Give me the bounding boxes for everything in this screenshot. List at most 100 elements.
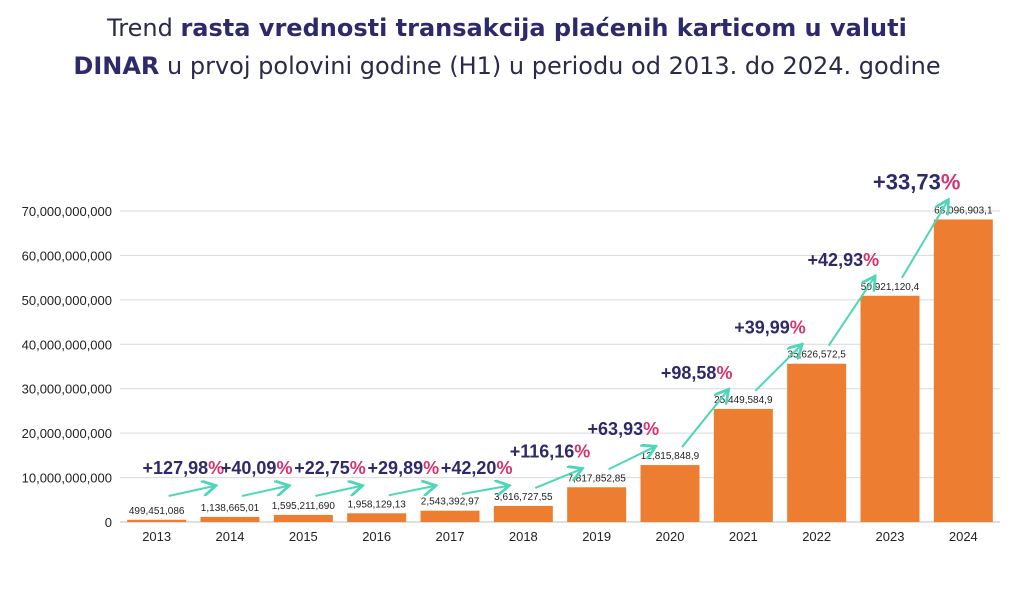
bar (347, 513, 407, 522)
growth-percent-sign: % (423, 458, 439, 478)
growth-number: +22,75 (294, 458, 350, 478)
growth-number: +127,98 (143, 458, 209, 478)
growth-label: +116,16% (510, 441, 591, 461)
x-tick-label: 2016 (362, 529, 391, 544)
x-tick-label: 2019 (582, 529, 611, 544)
bar (860, 295, 920, 522)
x-axis: 2013 2014 2015 2016 2017 2018 2019 2020 2021 2022… (142, 529, 978, 544)
x-tick-label: 2017 (436, 529, 465, 544)
data-label: 12,815,848,9 (641, 451, 700, 462)
data-label: 2,543,392,97 (421, 497, 480, 508)
growth-percent-sign: % (208, 458, 224, 478)
bar (127, 519, 187, 522)
y-tick-label: 30,000,000,000 (22, 382, 112, 397)
growth-arrow (534, 469, 580, 489)
y-tick-label: 0 (105, 515, 112, 530)
growth-number: +98,58 (661, 363, 717, 383)
y-tick-label: 10,000,000,000 (22, 471, 112, 486)
growth-arrow (827, 278, 874, 347)
bar (933, 219, 993, 522)
bar (567, 487, 627, 522)
growth-label: +42,93% (808, 250, 880, 270)
growth-percent-sign: % (574, 441, 590, 461)
growth-number: +40,09 (221, 458, 277, 478)
growth-number: +116,16 (510, 441, 575, 461)
growth-number: +29,89 (368, 458, 424, 478)
growth-percent-sign: % (496, 458, 512, 478)
growth-percent-sign: % (790, 318, 806, 338)
growth-label: +39,99% (734, 318, 806, 338)
y-tick-label: 40,000,000,000 (22, 337, 112, 352)
chart-title-line-1: Trend rasta vrednosti transakcija plaćen… (0, 14, 1014, 42)
data-label: 3,616,727,55 (494, 492, 553, 503)
growth-percent-sign: % (716, 363, 732, 383)
growth-number: +33,73 (873, 169, 941, 194)
data-label: 499,451,086 (129, 506, 185, 517)
bar (273, 514, 333, 522)
growth-label: +22,75% (294, 458, 366, 478)
title-prefix: Trend (107, 14, 181, 42)
data-label: 68,096,903,1 (934, 205, 993, 216)
growth-annotations: +127,98%+40,09% +22,75% +29,89% +42,20%+116… (143, 169, 960, 497)
bar (787, 363, 847, 522)
data-label: 1,138,665,01 (201, 503, 260, 514)
growth-percent-sign: % (276, 458, 292, 478)
x-tick-label: 2014 (216, 529, 245, 544)
growth-number: +42,20 (441, 458, 497, 478)
growth-label: +42,20% (441, 458, 513, 478)
y-tick-label: 50,000,000,000 (22, 293, 112, 308)
data-label: 50,921,120,4 (861, 282, 920, 293)
data-labels: 499,451,086 1,138,665,01 1,595,211,690 1,95… (129, 205, 993, 516)
growth-arrow (315, 486, 360, 497)
x-tick-label: 2024 (949, 529, 978, 544)
growth-label: +29,89% (368, 458, 440, 478)
x-tick-label: 2020 (656, 529, 685, 544)
growth-arrow (608, 447, 654, 471)
x-tick-label: 2023 (876, 529, 905, 544)
title-currency: DINAR (73, 52, 160, 80)
x-tick-label: 2013 (142, 529, 171, 544)
x-tick-label: 2015 (289, 529, 318, 544)
growth-number: +39,99 (734, 318, 790, 338)
growth-arrow (241, 486, 287, 497)
bar (640, 465, 700, 522)
growth-label: +40,09% (221, 458, 293, 478)
y-tick-label: 20,000,000,000 (22, 426, 112, 441)
y-tick-label: 60,000,000,000 (22, 248, 112, 263)
x-tick-label: 2018 (509, 529, 538, 544)
bar (493, 505, 553, 522)
growth-label: +98,58% (661, 363, 733, 383)
growth-label: +127,98% (143, 458, 225, 478)
growth-label: +33,73% (873, 169, 960, 194)
y-axis: 0 10,000,000,000 20,000,000,000 30,000,000,… (22, 204, 112, 530)
y-tick-label: 70,000,000,000 (22, 204, 112, 219)
growth-percent-sign: % (941, 169, 961, 194)
chart-title-line-2: DINAR u prvoj polovini godine (H1) u per… (0, 52, 1014, 80)
bar (200, 516, 260, 522)
growth-arrow (681, 391, 727, 448)
growth-number: +42,93 (808, 250, 864, 270)
x-tick-label: 2022 (802, 529, 831, 544)
growth-arrow (168, 486, 214, 497)
growth-percent-sign: % (350, 458, 366, 478)
data-label: 25,449,584,9 (714, 395, 773, 406)
data-label: 35,626,572,5 (787, 350, 846, 361)
growth-number: +63,93 (588, 419, 644, 439)
growth-arrow (461, 486, 507, 494)
title-highlight: rasta vrednosti transakcija plaćenih kar… (180, 14, 907, 42)
growth-label: +63,93% (588, 419, 660, 439)
bars (127, 219, 993, 522)
bar (713, 408, 773, 522)
x-tick-label: 2021 (729, 529, 758, 544)
growth-arrow (901, 201, 947, 279)
growth-arrow (388, 486, 434, 497)
title-suffix: u prvoj polovini godine (H1) u periodu o… (159, 52, 941, 80)
data-label: 1,958,129,13 (347, 499, 406, 510)
growth-percent-sign: % (643, 419, 659, 439)
data-label: 7,817,852,85 (567, 473, 626, 484)
bar (420, 510, 480, 522)
growth-percent-sign: % (863, 250, 879, 270)
data-label: 1,595,211,690 (272, 501, 336, 512)
growth-arrow (754, 346, 800, 392)
